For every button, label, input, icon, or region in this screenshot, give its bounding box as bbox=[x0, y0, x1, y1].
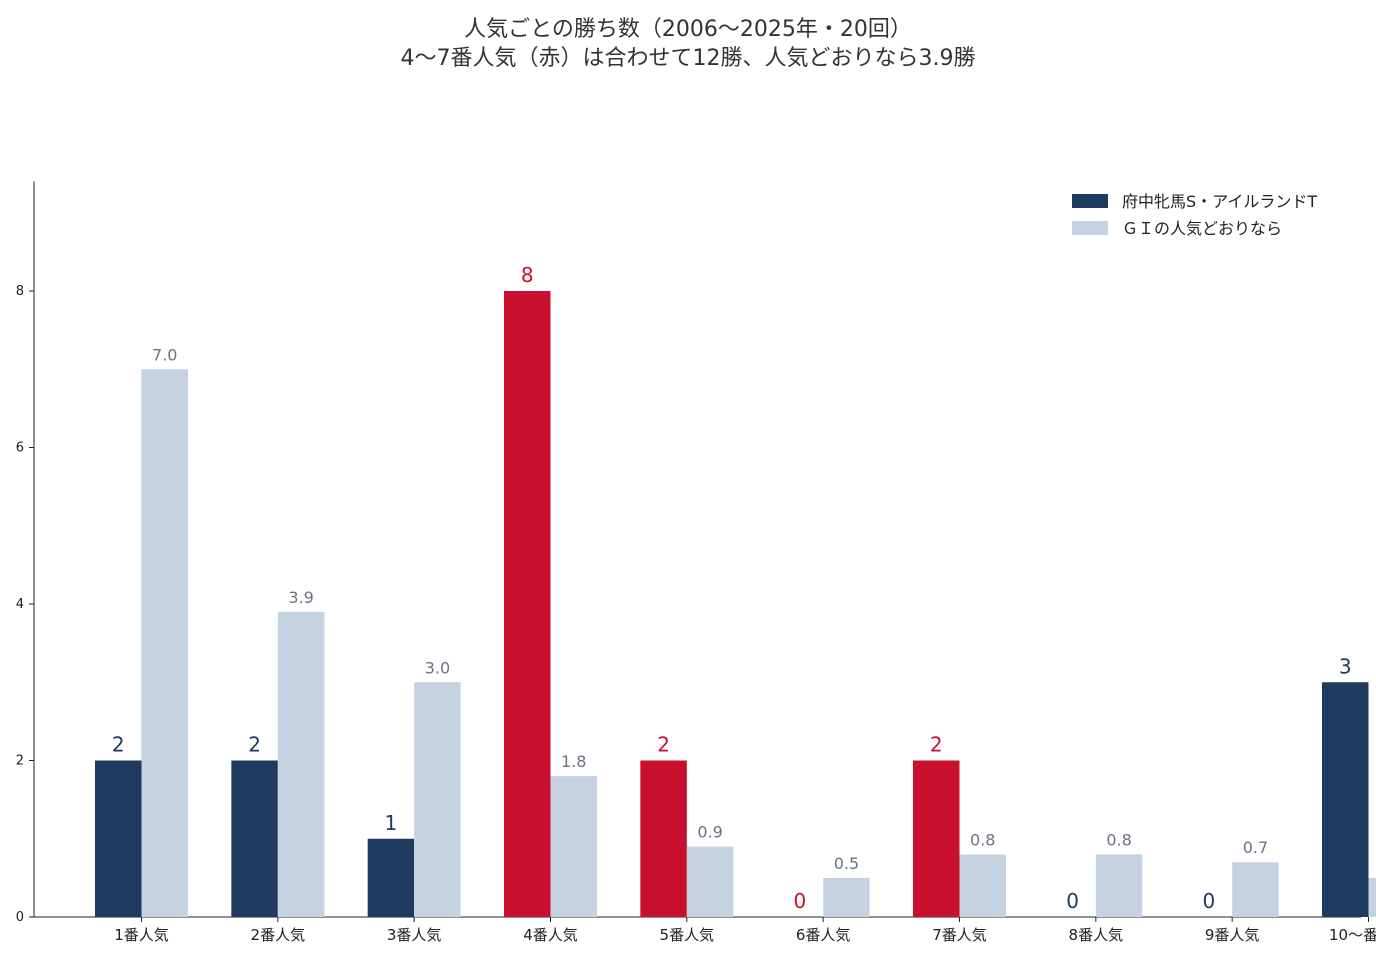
legend-label-reference: ＧＩの人気どおりなら bbox=[1122, 219, 1282, 238]
data-label-main: 0 bbox=[1203, 889, 1216, 913]
chart-title: 人気ごとの勝ち数（2006〜2025年・20回） bbox=[464, 17, 912, 42]
bar-reference bbox=[141, 369, 188, 917]
x-tick-label: 4番人気 bbox=[523, 926, 578, 944]
bar-main bbox=[95, 760, 142, 917]
chart-subtitle: 4〜7番人気（赤）は合わせて12勝、人気どおりなら3.9勝 bbox=[401, 46, 976, 71]
bar-reference bbox=[1368, 877, 1376, 917]
data-label-main: 0 bbox=[1066, 889, 1079, 913]
bar-reference bbox=[414, 682, 461, 917]
data-label-main: 2 bbox=[112, 733, 125, 757]
legend: 府中牝馬S・アイルランドT ＧＩの人気どおりなら bbox=[1072, 192, 1317, 238]
data-label-main: 8 bbox=[521, 263, 534, 287]
bar-main bbox=[913, 760, 960, 917]
data-label-reference: 0.8 bbox=[1106, 830, 1131, 849]
bar-reference bbox=[550, 776, 597, 917]
bar-reference bbox=[686, 846, 734, 917]
data-label-main: 1 bbox=[385, 811, 398, 835]
x-tick-label: 3番人気 bbox=[387, 926, 442, 944]
y-tick-label: 6 bbox=[16, 441, 24, 456]
data-label-reference: 3.0 bbox=[425, 658, 450, 677]
bar-main bbox=[640, 760, 687, 917]
bar-main bbox=[1322, 682, 1369, 917]
plot-area: 0 2 4 6 8 1番人気 2 7.0 2番人気 2 3.9 3番人気 1 3.0 4番人気 8 1.8 5番人… bbox=[16, 181, 1376, 944]
y-tick-label: 0 bbox=[16, 910, 24, 925]
bar-main bbox=[504, 291, 551, 917]
bar-main bbox=[367, 838, 415, 917]
legend-swatch-main bbox=[1072, 194, 1108, 208]
x-tick-label: 7番人気 bbox=[932, 926, 987, 944]
data-label-reference: 0.9 bbox=[697, 823, 722, 842]
x-tick-label: 1番人気 bbox=[114, 926, 169, 944]
data-label-reference: 0.5 bbox=[834, 854, 859, 873]
data-label-reference: 7.0 bbox=[152, 345, 177, 364]
data-label-main: 3 bbox=[1339, 654, 1352, 678]
data-label-reference: 3.9 bbox=[288, 588, 313, 607]
data-label-main: 0 bbox=[794, 889, 807, 913]
data-label-reference: 0.7 bbox=[1243, 838, 1268, 857]
x-tick-label: 10〜番人気 bbox=[1329, 926, 1376, 944]
data-label-main: 2 bbox=[248, 733, 261, 757]
bar-main bbox=[231, 760, 278, 917]
x-tick-label: 8番人気 bbox=[1069, 926, 1124, 944]
y-tick-label: 2 bbox=[16, 754, 24, 769]
y-tick-label: 4 bbox=[16, 597, 24, 612]
data-label-reference: 1.8 bbox=[561, 752, 586, 771]
data-label-main: 2 bbox=[657, 733, 670, 757]
bar-reference bbox=[1232, 862, 1279, 917]
legend-swatch-reference bbox=[1072, 221, 1108, 235]
bar-reference bbox=[823, 877, 870, 917]
bar-reference bbox=[959, 854, 1006, 917]
y-tick-label: 8 bbox=[16, 284, 24, 299]
x-tick-label: 5番人気 bbox=[660, 926, 715, 944]
bar-reference bbox=[277, 611, 325, 917]
data-label-main: 2 bbox=[930, 733, 943, 757]
x-tick-label: 2番人気 bbox=[251, 926, 306, 944]
x-tick-label: 6番人気 bbox=[796, 926, 851, 944]
data-label-reference: 0.8 bbox=[970, 830, 995, 849]
legend-label-main: 府中牝馬S・アイルランドT bbox=[1122, 192, 1317, 211]
bar-reference bbox=[1095, 854, 1143, 917]
x-tick-label: 9番人気 bbox=[1205, 926, 1260, 944]
